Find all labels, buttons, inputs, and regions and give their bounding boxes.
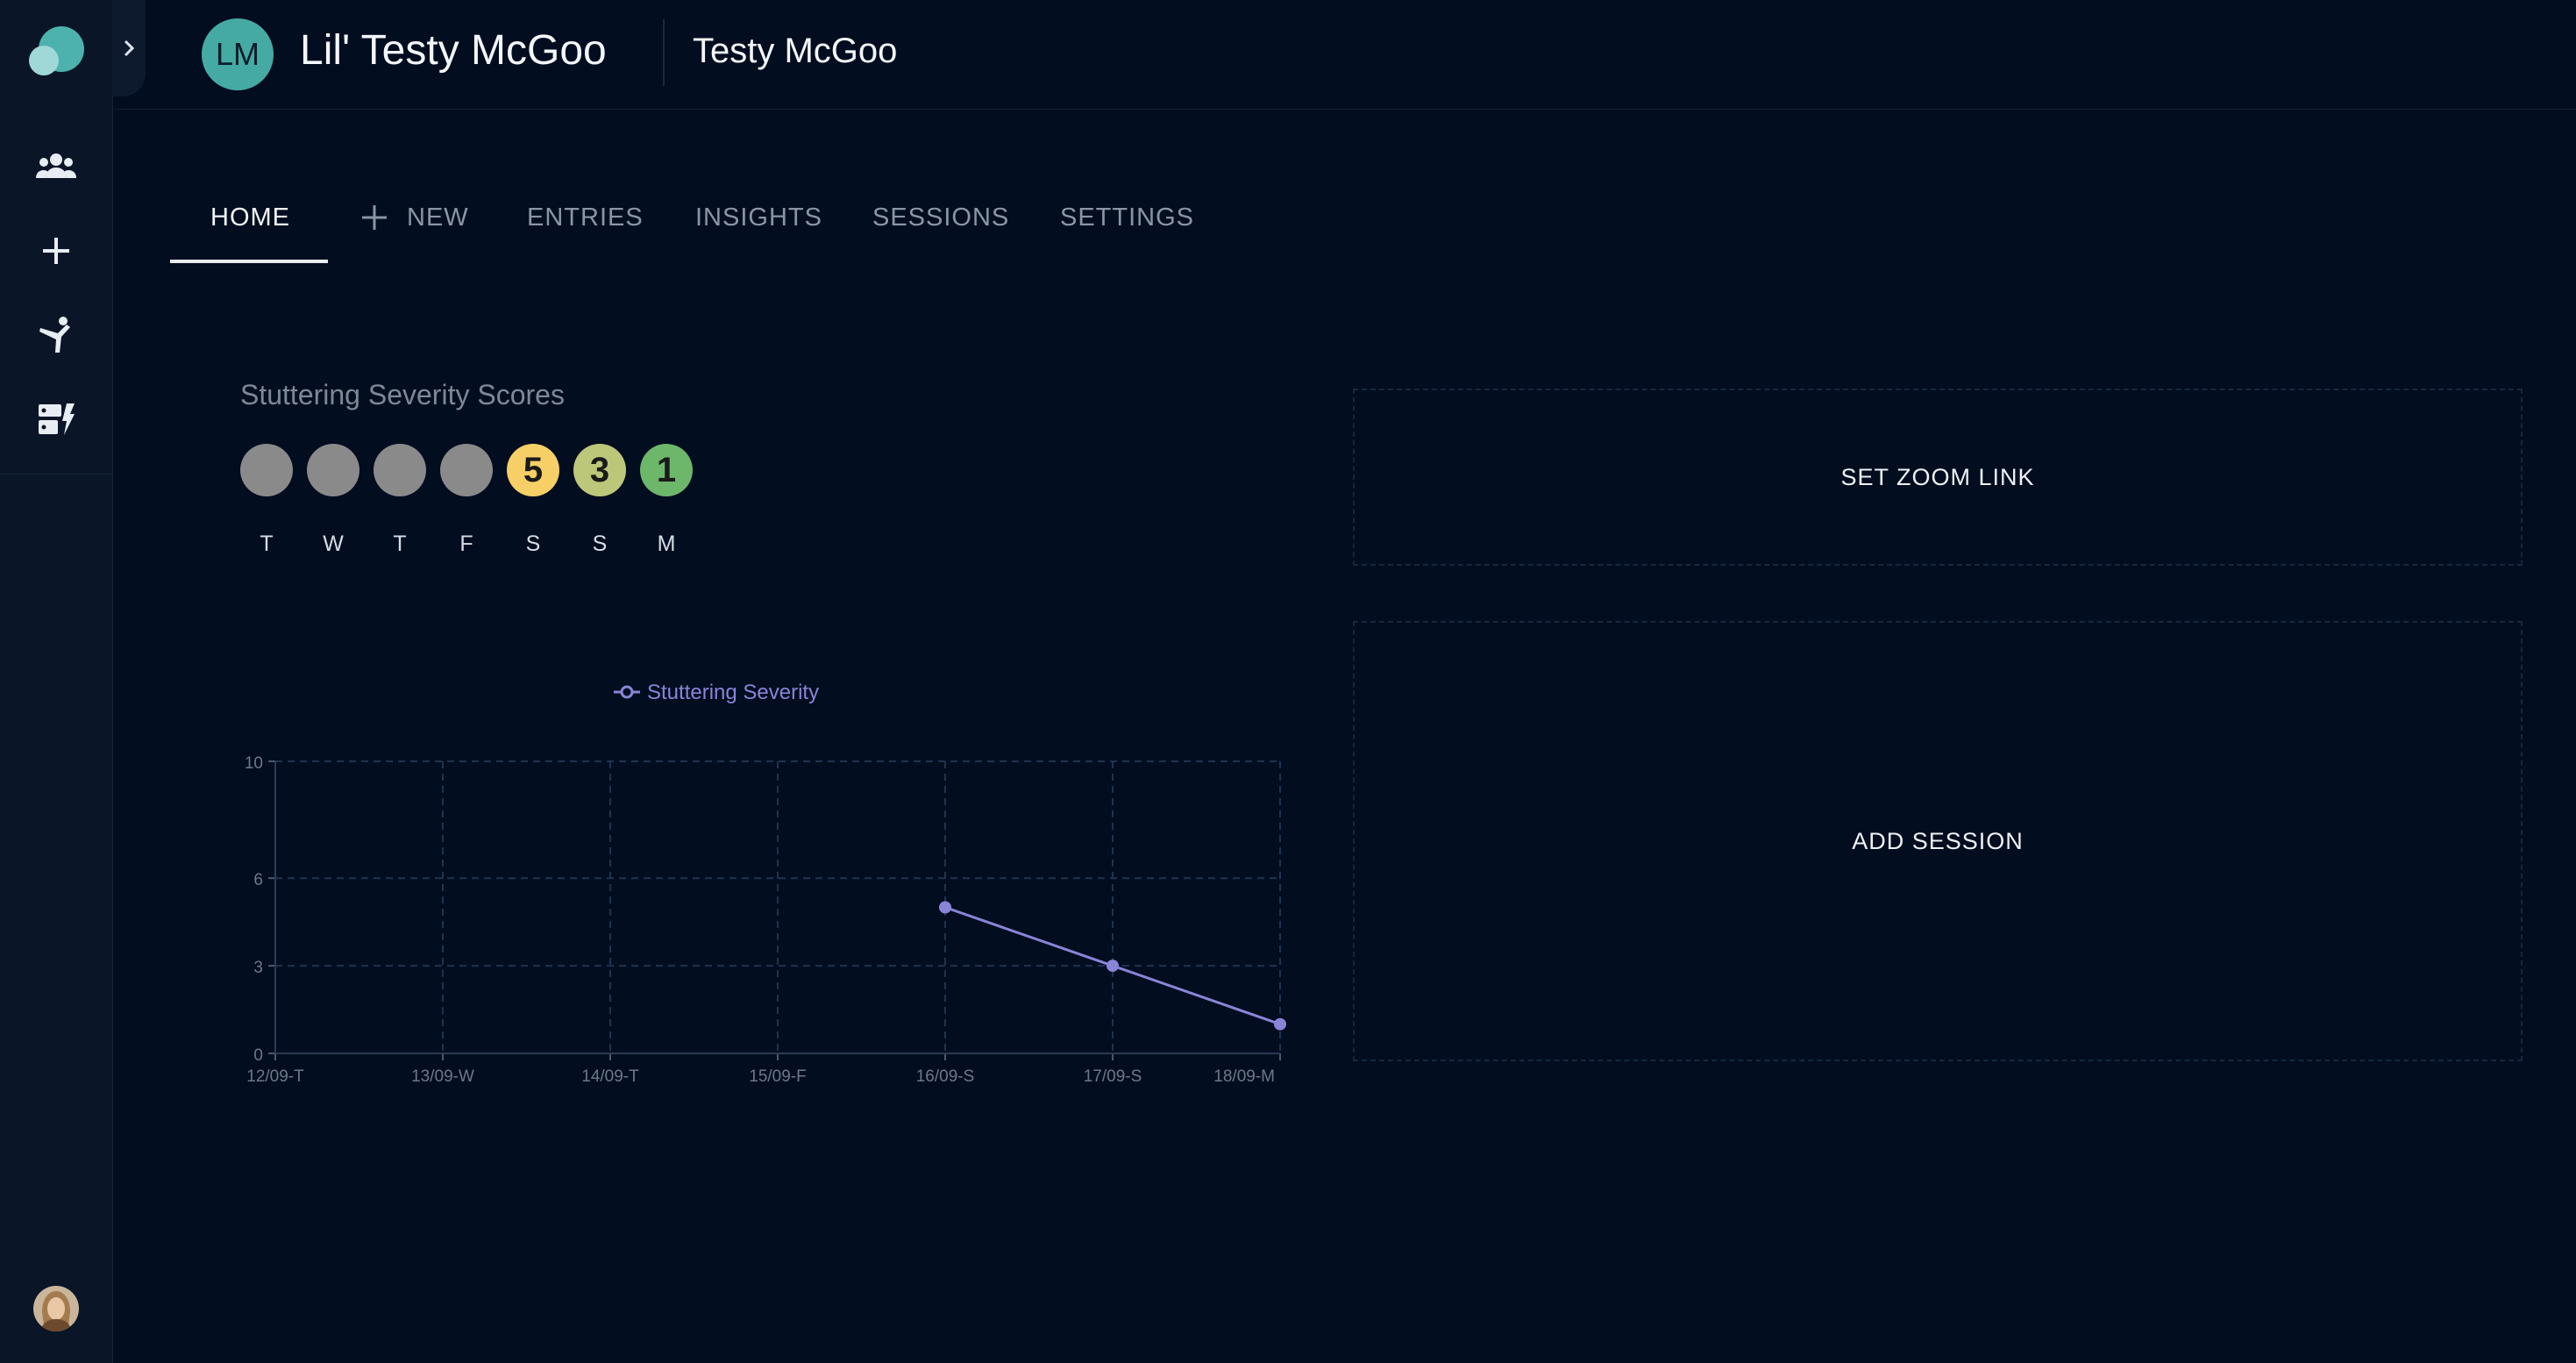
clients-group-icon[interactable] xyxy=(32,142,81,191)
dashboard-icon[interactable] xyxy=(32,395,81,444)
tab-settings[interactable]: SETTINGS xyxy=(1060,172,1194,263)
x-tick-label: 13/09-W xyxy=(411,1067,474,1086)
severity-dot[interactable] xyxy=(374,444,426,496)
client-name: Lil' Testy McGoo xyxy=(300,27,607,74)
tab-new[interactable]: NEW xyxy=(361,172,469,263)
chevron-right-icon xyxy=(124,39,135,57)
tab-new-label: NEW xyxy=(407,203,469,232)
plus-icon[interactable] xyxy=(32,226,81,275)
data-point xyxy=(1274,1017,1286,1031)
severity-dot[interactable]: 1 xyxy=(640,444,693,496)
tab-entries-label: ENTRIES xyxy=(527,203,644,232)
add-session-button[interactable]: ADD SESSION xyxy=(1353,621,2523,1061)
set-zoom-link-button[interactable]: SET ZOOM LINK xyxy=(1353,389,2523,566)
severity-dot[interactable]: 5 xyxy=(507,444,559,496)
data-point xyxy=(1107,960,1119,973)
legend-label: Stuttering Severity xyxy=(647,681,819,704)
x-tick-label: 12/09-T xyxy=(246,1067,304,1086)
legend-marker xyxy=(620,685,634,699)
severity-dot[interactable] xyxy=(307,444,359,496)
account-name: Testy McGoo xyxy=(693,32,898,70)
severity-dot[interactable]: 3 xyxy=(573,444,626,496)
side-rail xyxy=(0,0,113,1363)
tab-insights-label: INSIGHTS xyxy=(695,203,822,232)
severity-day-label: T xyxy=(393,532,407,556)
y-tick-label: 10 xyxy=(245,754,263,773)
severity-scores-title: Stuttering Severity Scores xyxy=(240,379,565,410)
severity-day-label: S xyxy=(592,532,608,556)
tab-settings-label: SETTINGS xyxy=(1060,203,1195,232)
set-zoom-link-label: SET ZOOM LINK xyxy=(1840,463,2035,490)
add-session-label: ADD SESSION xyxy=(1852,827,2024,854)
y-tick-label: 6 xyxy=(253,871,263,889)
severity-dot[interactable] xyxy=(240,444,293,496)
tab-entries[interactable]: ENTRIES xyxy=(527,172,644,263)
severity-day-label: W xyxy=(323,532,344,556)
x-tick-label: 16/09-S xyxy=(916,1067,975,1086)
severity-dot[interactable] xyxy=(440,444,493,496)
severity-line-chart: 0 3 6 10 12/09-T 13/09-W 14/09-T 15/09-F 16/09-S… xyxy=(228,667,1298,1105)
x-tick-label: 18/09-M xyxy=(1213,1067,1275,1086)
rail-divider xyxy=(0,474,112,475)
tab-insights[interactable]: INSIGHTS xyxy=(695,172,822,263)
client-avatar[interactable]: LM xyxy=(202,18,274,90)
tab-sessions[interactable]: SESSIONS xyxy=(872,172,1009,263)
x-tick-label: 15/09-F xyxy=(749,1067,806,1086)
y-tick-label: 3 xyxy=(253,959,263,977)
data-point xyxy=(939,901,951,914)
tab-home-label: HOME xyxy=(210,203,290,232)
profile-avatar[interactable] xyxy=(33,1286,79,1331)
severity-day-label: M xyxy=(657,532,676,556)
x-tick-label: 17/09-S xyxy=(1084,1067,1142,1086)
y-tick-label: 0 xyxy=(253,1046,263,1065)
x-tick-label: 14/09-T xyxy=(581,1067,639,1086)
expand-rail-button[interactable] xyxy=(112,0,146,96)
tab-sessions-label: SESSIONS xyxy=(872,203,1010,232)
exercise-icon[interactable] xyxy=(32,310,81,360)
active-tab-indicator xyxy=(170,260,328,263)
severity-day-label: T xyxy=(260,532,274,556)
header-divider xyxy=(663,19,665,86)
severity-day-label: S xyxy=(525,532,541,556)
app-logo[interactable] xyxy=(26,23,88,79)
tab-home[interactable]: HOME xyxy=(210,172,290,263)
severity-day-label: F xyxy=(459,532,473,556)
client-header: LM Lil' Testy McGoo Testy McGoo xyxy=(112,0,2576,110)
plus-icon xyxy=(362,205,387,230)
